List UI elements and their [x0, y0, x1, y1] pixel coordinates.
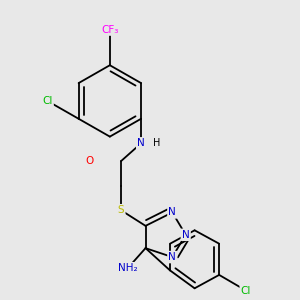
- Text: H: H: [153, 138, 160, 148]
- Text: N: N: [182, 230, 190, 240]
- Text: N: N: [137, 138, 145, 148]
- Text: N: N: [168, 208, 176, 218]
- Text: NH₂: NH₂: [118, 263, 137, 273]
- Text: CF₃: CF₃: [101, 25, 118, 34]
- Text: Cl: Cl: [241, 286, 251, 296]
- Text: N: N: [168, 252, 176, 262]
- Text: Cl: Cl: [42, 96, 52, 106]
- Text: S: S: [118, 205, 124, 215]
- Text: O: O: [85, 156, 94, 166]
